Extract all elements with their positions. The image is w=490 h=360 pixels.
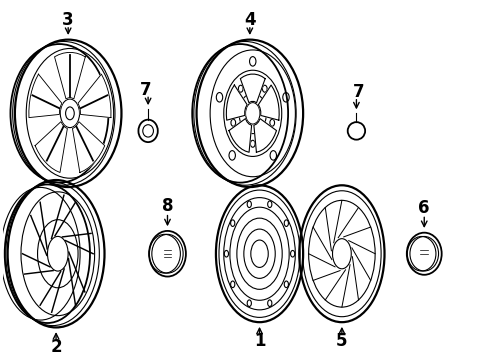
Text: 5: 5 <box>336 333 347 351</box>
Text: 2: 2 <box>50 338 62 356</box>
Text: 1: 1 <box>254 333 265 351</box>
Polygon shape <box>29 74 62 118</box>
Polygon shape <box>35 122 67 172</box>
Text: 4: 4 <box>244 11 256 29</box>
Polygon shape <box>240 74 265 103</box>
Polygon shape <box>78 74 111 118</box>
Polygon shape <box>226 85 247 120</box>
Polygon shape <box>254 118 276 152</box>
Text: 8: 8 <box>162 197 173 215</box>
Text: 7: 7 <box>353 83 365 101</box>
Polygon shape <box>73 122 105 172</box>
Text: 3: 3 <box>62 11 74 29</box>
Polygon shape <box>54 53 85 99</box>
Text: 7: 7 <box>140 81 151 99</box>
Polygon shape <box>258 85 279 120</box>
Text: 6: 6 <box>418 199 430 217</box>
Ellipse shape <box>149 231 186 276</box>
Polygon shape <box>229 118 252 152</box>
Ellipse shape <box>407 233 441 275</box>
